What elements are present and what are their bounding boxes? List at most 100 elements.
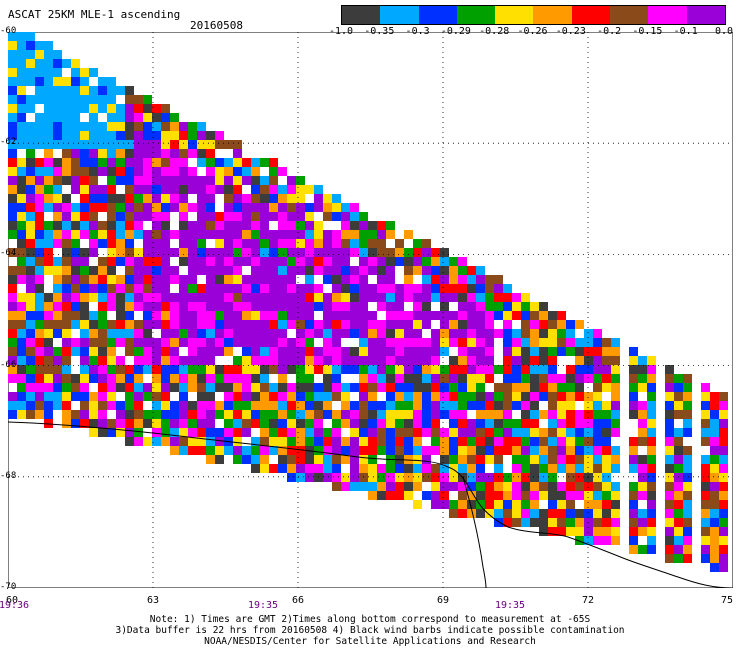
data-cell [71,68,80,77]
data-cell [35,311,44,320]
data-cell [701,401,710,410]
data-cell [431,356,440,365]
data-cell [665,401,674,410]
data-cell [440,266,449,275]
data-cell [503,356,512,365]
data-cell [386,230,395,239]
data-cell [710,392,719,401]
data-cell [107,329,116,338]
data-cell [26,104,35,113]
data-cell [503,482,512,491]
data-cell [629,446,638,455]
data-cell [512,428,521,437]
data-cell [701,527,710,536]
data-cell [584,437,593,446]
data-cell [377,464,386,473]
data-cell [242,374,251,383]
data-cell [575,410,584,419]
data-cell [143,95,152,104]
data-cell [305,284,314,293]
data-cell [584,527,593,536]
data-cell [350,266,359,275]
data-cell [467,356,476,365]
data-cell [125,203,134,212]
data-cell [566,401,575,410]
data-cell [80,329,89,338]
data-cell [35,302,44,311]
data-cell [431,365,440,374]
data-cell [62,149,71,158]
data-cell [116,212,125,221]
data-cell [404,284,413,293]
data-cell [377,365,386,374]
data-cell [125,320,134,329]
data-cell [251,320,260,329]
data-cell [539,410,548,419]
data-cell [422,302,431,311]
data-cell [89,365,98,374]
data-cell [251,167,260,176]
data-cell [161,104,170,113]
data-cell [512,437,521,446]
data-cell [314,221,323,230]
data-cell [260,185,269,194]
data-cell [458,320,467,329]
data-cell [17,86,26,95]
data-cell [8,293,17,302]
data-cell [53,320,62,329]
data-cell [341,446,350,455]
data-cell [710,554,719,563]
data-cell [611,338,620,347]
data-cell [395,464,404,473]
data-cell [62,248,71,257]
data-cell [548,383,557,392]
data-cell [584,518,593,527]
data-cell [710,410,719,419]
data-cell [8,104,17,113]
data-cell [170,158,179,167]
data-cell [125,167,134,176]
data-cell [368,248,377,257]
data-cell [116,338,125,347]
data-cell [413,455,422,464]
data-cell [89,113,98,122]
data-cell [143,149,152,158]
data-cell [395,239,404,248]
data-cell [134,392,143,401]
data-cell [26,140,35,149]
data-cell [485,311,494,320]
data-cell [377,347,386,356]
data-cell [197,365,206,374]
data-cell [665,509,674,518]
data-cell [251,176,260,185]
data-cell [674,509,683,518]
data-cell [44,140,53,149]
data-cell [161,149,170,158]
data-cell [566,365,575,374]
data-cell [566,338,575,347]
data-cell [26,329,35,338]
data-cell [152,185,161,194]
data-cell [197,140,206,149]
data-cell [80,194,89,203]
data-cell [134,122,143,131]
data-cell [26,401,35,410]
data-cell [287,365,296,374]
data-cell [647,383,656,392]
data-cell [530,428,539,437]
data-cell [179,446,188,455]
data-cell [539,356,548,365]
data-cell [134,176,143,185]
data-cell [44,77,53,86]
data-cell [35,275,44,284]
data-cell [269,167,278,176]
data-cell [575,392,584,401]
data-cell [296,410,305,419]
data-cell [125,428,134,437]
data-cell [98,257,107,266]
data-cell [449,500,458,509]
data-cell [8,356,17,365]
data-cell [170,428,179,437]
data-cell [548,509,557,518]
data-cell [386,446,395,455]
